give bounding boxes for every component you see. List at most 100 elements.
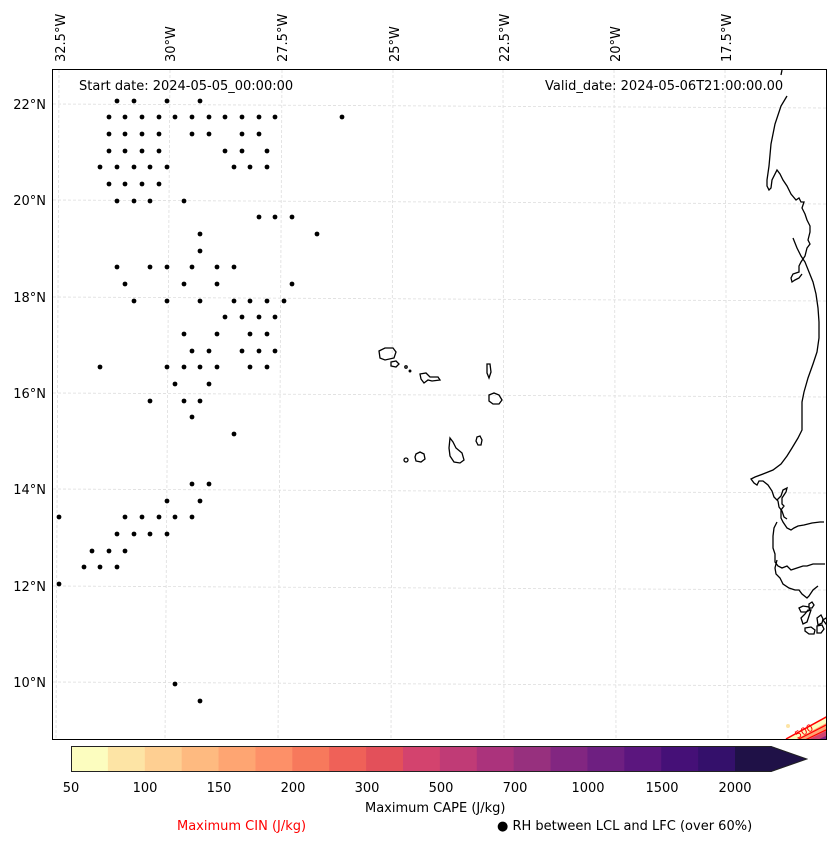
rh-marker [189,414,195,420]
colorbar-segment [587,746,625,772]
lon-label: 32.5°W [54,13,69,62]
rh-marker [197,364,203,370]
rh-marker [214,281,220,287]
rh-marker [131,531,137,537]
rh-marker [206,481,212,487]
rh-marker [189,264,195,270]
rh-legend: ● RH between LCL and LFC (over 60%) [497,819,752,834]
rh-marker [114,98,120,104]
colorbar-tick-label: 200 [280,781,306,796]
rh-marker [264,331,270,337]
parallel-gridline [53,681,826,687]
rh-marker [189,481,195,487]
rh-marker [164,298,170,304]
lat-label: 12°N [13,580,46,595]
rh-marker [272,348,278,354]
rh-marker [89,548,95,554]
rh-marker [264,164,270,170]
island-fogo [414,451,426,463]
rh-marker [289,281,295,287]
rh-marker [264,298,270,304]
rh-marker [197,398,203,404]
lat-label: 22°N [13,98,46,113]
rh-marker [281,298,287,304]
rh-marker [139,114,145,120]
rh-marker [172,514,178,520]
lon-label: 30°W [164,26,179,62]
rh-marker [106,148,112,154]
rh-marker [114,198,120,204]
rh-marker [114,164,120,170]
colorbar-tick-label: 100 [132,781,158,796]
map-canvas: 500 [53,70,826,739]
rh-marker [81,564,87,570]
colorbar-tick-label: 1500 [645,781,679,796]
rh-marker [97,164,103,170]
colorbar-segment [218,746,256,772]
rh-marker [147,531,153,537]
colorbar-tick-label: 50 [62,781,80,796]
colorbar-segment [550,746,588,772]
coastline-bijagos-islands [798,601,826,635]
colorbar-segment [255,746,293,772]
cin-contour-line [785,716,826,739]
rh-marker [114,531,120,537]
island-brava [403,457,409,463]
colorbar-segment [476,746,515,772]
rh-marker [114,564,120,570]
island-santiago [448,436,465,464]
rh-marker [156,514,162,520]
rh-marker [247,298,253,304]
rh-marker [164,98,170,104]
rh-marker [289,214,295,220]
rh-marker [272,214,278,220]
rh-marker [139,514,145,520]
colorbar-segment [71,746,109,772]
island-raso [408,369,412,373]
valid-date-label: Valid_date: 2024-05-06T21:00:00.00 [545,79,784,94]
lon-label: 20°W [609,26,624,62]
gridlines [53,70,826,739]
colorbar-segment [329,746,367,772]
parallel-gridline [53,585,826,591]
rh-marker [272,314,278,320]
rh-marker [239,131,245,137]
rh-marker [164,264,170,270]
colorbar-outline [71,746,808,772]
african-coastline [750,70,826,635]
cape-fill-region [809,730,826,739]
rh-marker [122,114,128,120]
rh-marker [181,198,187,204]
rh-marker [147,264,153,270]
rh-marker [239,348,245,354]
colorbar-tick-label: 150 [206,781,232,796]
meridian-gridline [277,70,283,739]
lon-label: 25°W [388,26,403,62]
colorbar-segment [292,746,330,772]
rh-marker [231,431,237,437]
rh-marker [256,131,262,137]
rh-marker [214,331,220,337]
rh-marker [314,231,320,237]
colorbar-segment [181,746,220,772]
lat-label: 18°N [13,291,46,306]
meridian-gridline [390,70,394,739]
rh-marker [231,298,237,304]
map-panel[interactable]: 500 Start date: 2024-05-05_00:00:00 Vali… [52,69,827,740]
rh-marker-icon: ● [497,819,509,834]
rh-marker [164,498,170,504]
rh-marker [197,498,203,504]
rh-legend-label: RH between LCL and LFC (over 60%) [512,819,753,834]
rh-marker [206,348,212,354]
colorbar-tick-label: 1000 [571,781,605,796]
rh-marker [106,131,112,137]
rh-marker [122,131,128,137]
rh-marker [239,314,245,320]
lon-label: 22.5°W [498,13,513,62]
cin-legend-label: Maximum CIN (J/kg) [177,819,307,834]
lon-label: 27.5°W [276,13,291,62]
rh-marker [197,98,203,104]
rh-marker [114,264,120,270]
rh-marker [197,698,203,704]
